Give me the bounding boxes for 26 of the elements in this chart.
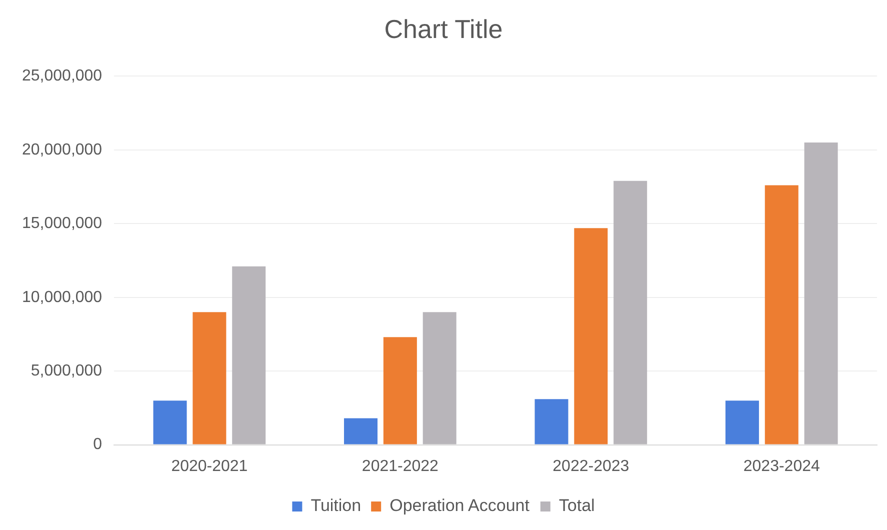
x-tick-label: 2020-2021: [171, 458, 248, 475]
y-tick-label: 5,000,000: [30, 362, 102, 380]
y-tick-label: 25,000,000: [22, 68, 102, 85]
x-tick-label: 2022-2023: [552, 458, 630, 475]
y-tick-label: 10,000,000: [22, 288, 102, 306]
legend-label: Total: [558, 496, 595, 516]
x-tick-label: 2023-2024: [743, 458, 820, 475]
bar: [764, 185, 798, 444]
bar: [534, 399, 568, 444]
bar: [344, 418, 378, 444]
bar: [153, 400, 187, 444]
chart-title: Chart Title: [384, 14, 503, 44]
legend-label: Tuition: [310, 496, 362, 516]
x-tick-label: 2021-2022: [362, 458, 439, 475]
bar: [383, 337, 417, 444]
legend-label: Operation Account: [390, 496, 530, 516]
bar: [422, 312, 456, 444]
bar: [192, 312, 226, 444]
bar: [232, 266, 266, 444]
bar: [574, 228, 608, 444]
bar: [614, 180, 648, 444]
y-tick-label: 15,000,000: [22, 215, 102, 232]
bar: [725, 400, 759, 444]
y-tick-label: 20,000,000: [22, 141, 102, 158]
y-tick-label: 0: [93, 436, 102, 454]
bar: [804, 142, 838, 444]
